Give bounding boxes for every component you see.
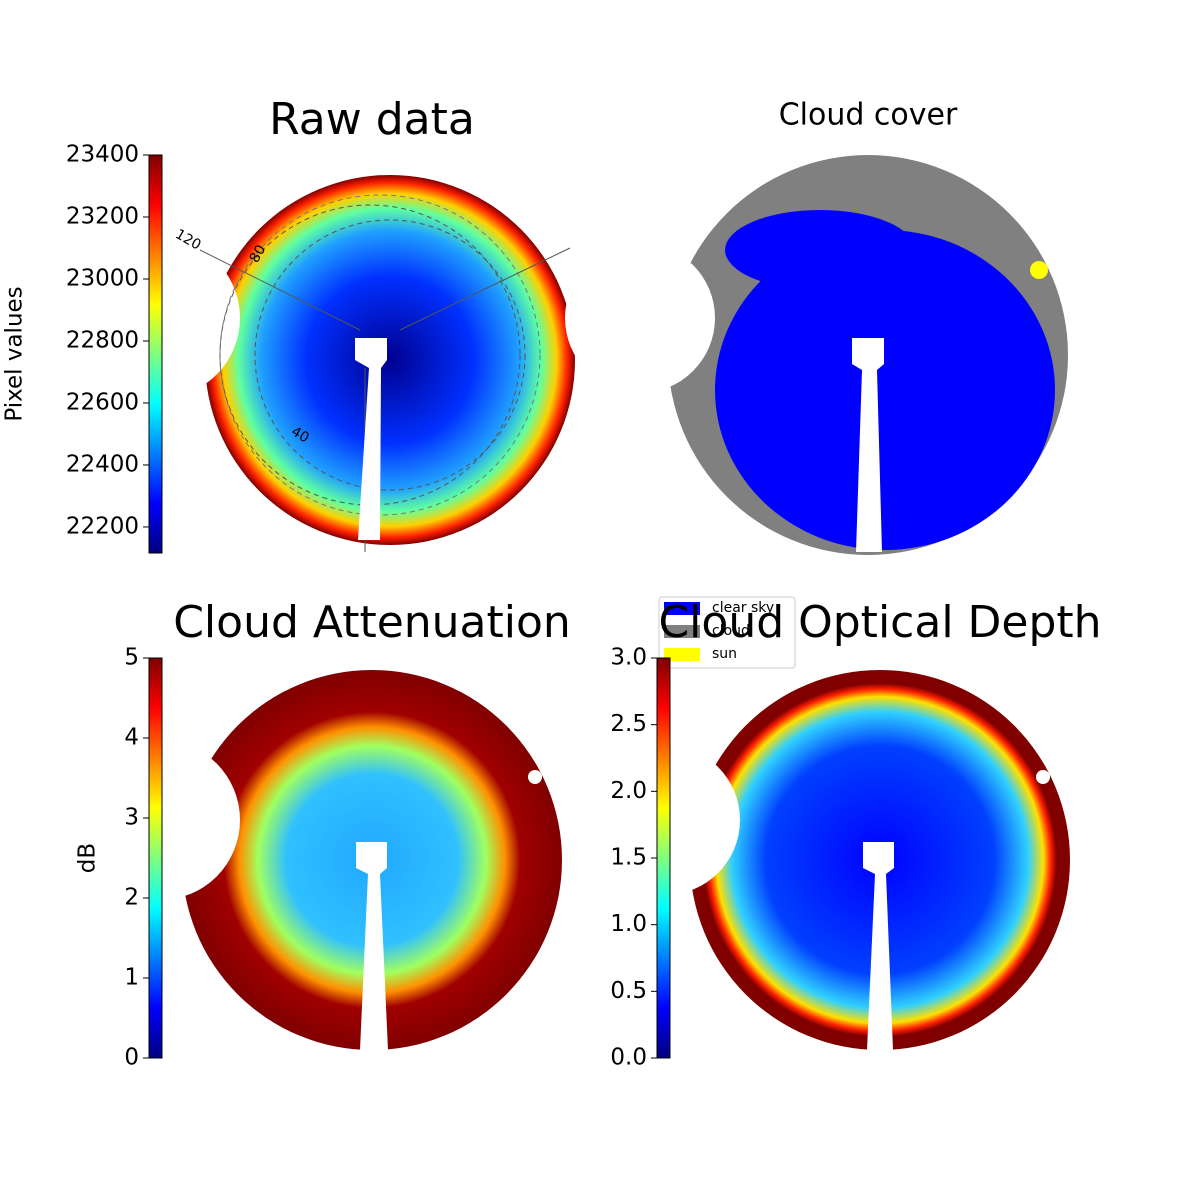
legend-label: sun <box>712 646 737 662</box>
colorbar-tick-label: 22600 <box>66 389 139 415</box>
colorbar-tick-label: 23000 <box>66 265 139 291</box>
panel-title: Cloud Optical Depth <box>658 597 1101 648</box>
legend-label: clear sky <box>712 600 774 616</box>
colorbar-tick-label: 1 <box>124 965 139 991</box>
colorbar-tick-label: 4 <box>124 725 139 751</box>
cloud-mask <box>565 155 1068 555</box>
colorbar-tick-label: 1.5 <box>610 845 647 871</box>
polar-label: 80 <box>247 242 270 265</box>
panel-title: Cloud cover <box>779 98 958 133</box>
colorbar-tick-label: 22800 <box>66 327 139 353</box>
colorbar-tick-label: 2.5 <box>610 711 647 737</box>
panel-title: Raw data <box>269 94 475 145</box>
colorbar <box>148 154 163 554</box>
colorbar-tick-label: 3 <box>124 805 139 831</box>
legend-swatch <box>664 648 700 661</box>
colorbar-tick-label: 0.0 <box>610 1045 647 1071</box>
polar-label: 40 <box>288 424 311 447</box>
colorbar-tick-label: 1.0 <box>610 911 647 937</box>
colorbar-tick-label: 2 <box>124 885 139 911</box>
colorbar-tick-label: 2.0 <box>610 778 647 804</box>
colorbar-tick-label: 23400 <box>66 142 139 168</box>
legend-label: cloud <box>712 623 750 639</box>
colorbar-label: dB <box>75 843 101 873</box>
colorbar-tick-label: 0.5 <box>610 978 647 1004</box>
sky-image <box>80 175 575 552</box>
colorbar-tick-label: 5 <box>124 645 139 671</box>
legend-swatch <box>664 602 700 615</box>
colorbar <box>148 657 163 1059</box>
colorbar-tick-label: 22400 <box>66 451 139 477</box>
panel-title: Cloud Attenuation <box>173 597 571 648</box>
colorbar <box>656 657 671 1059</box>
colorbar-tick-label: 23200 <box>66 203 139 229</box>
colorbar-label: Pixel values <box>2 286 28 421</box>
legend-swatch <box>664 625 700 638</box>
colorbar-tick-label: 0 <box>124 1045 139 1071</box>
colorbar-tick-label: 3.0 <box>610 645 647 671</box>
colorbar-tick-label: 22200 <box>66 513 139 539</box>
